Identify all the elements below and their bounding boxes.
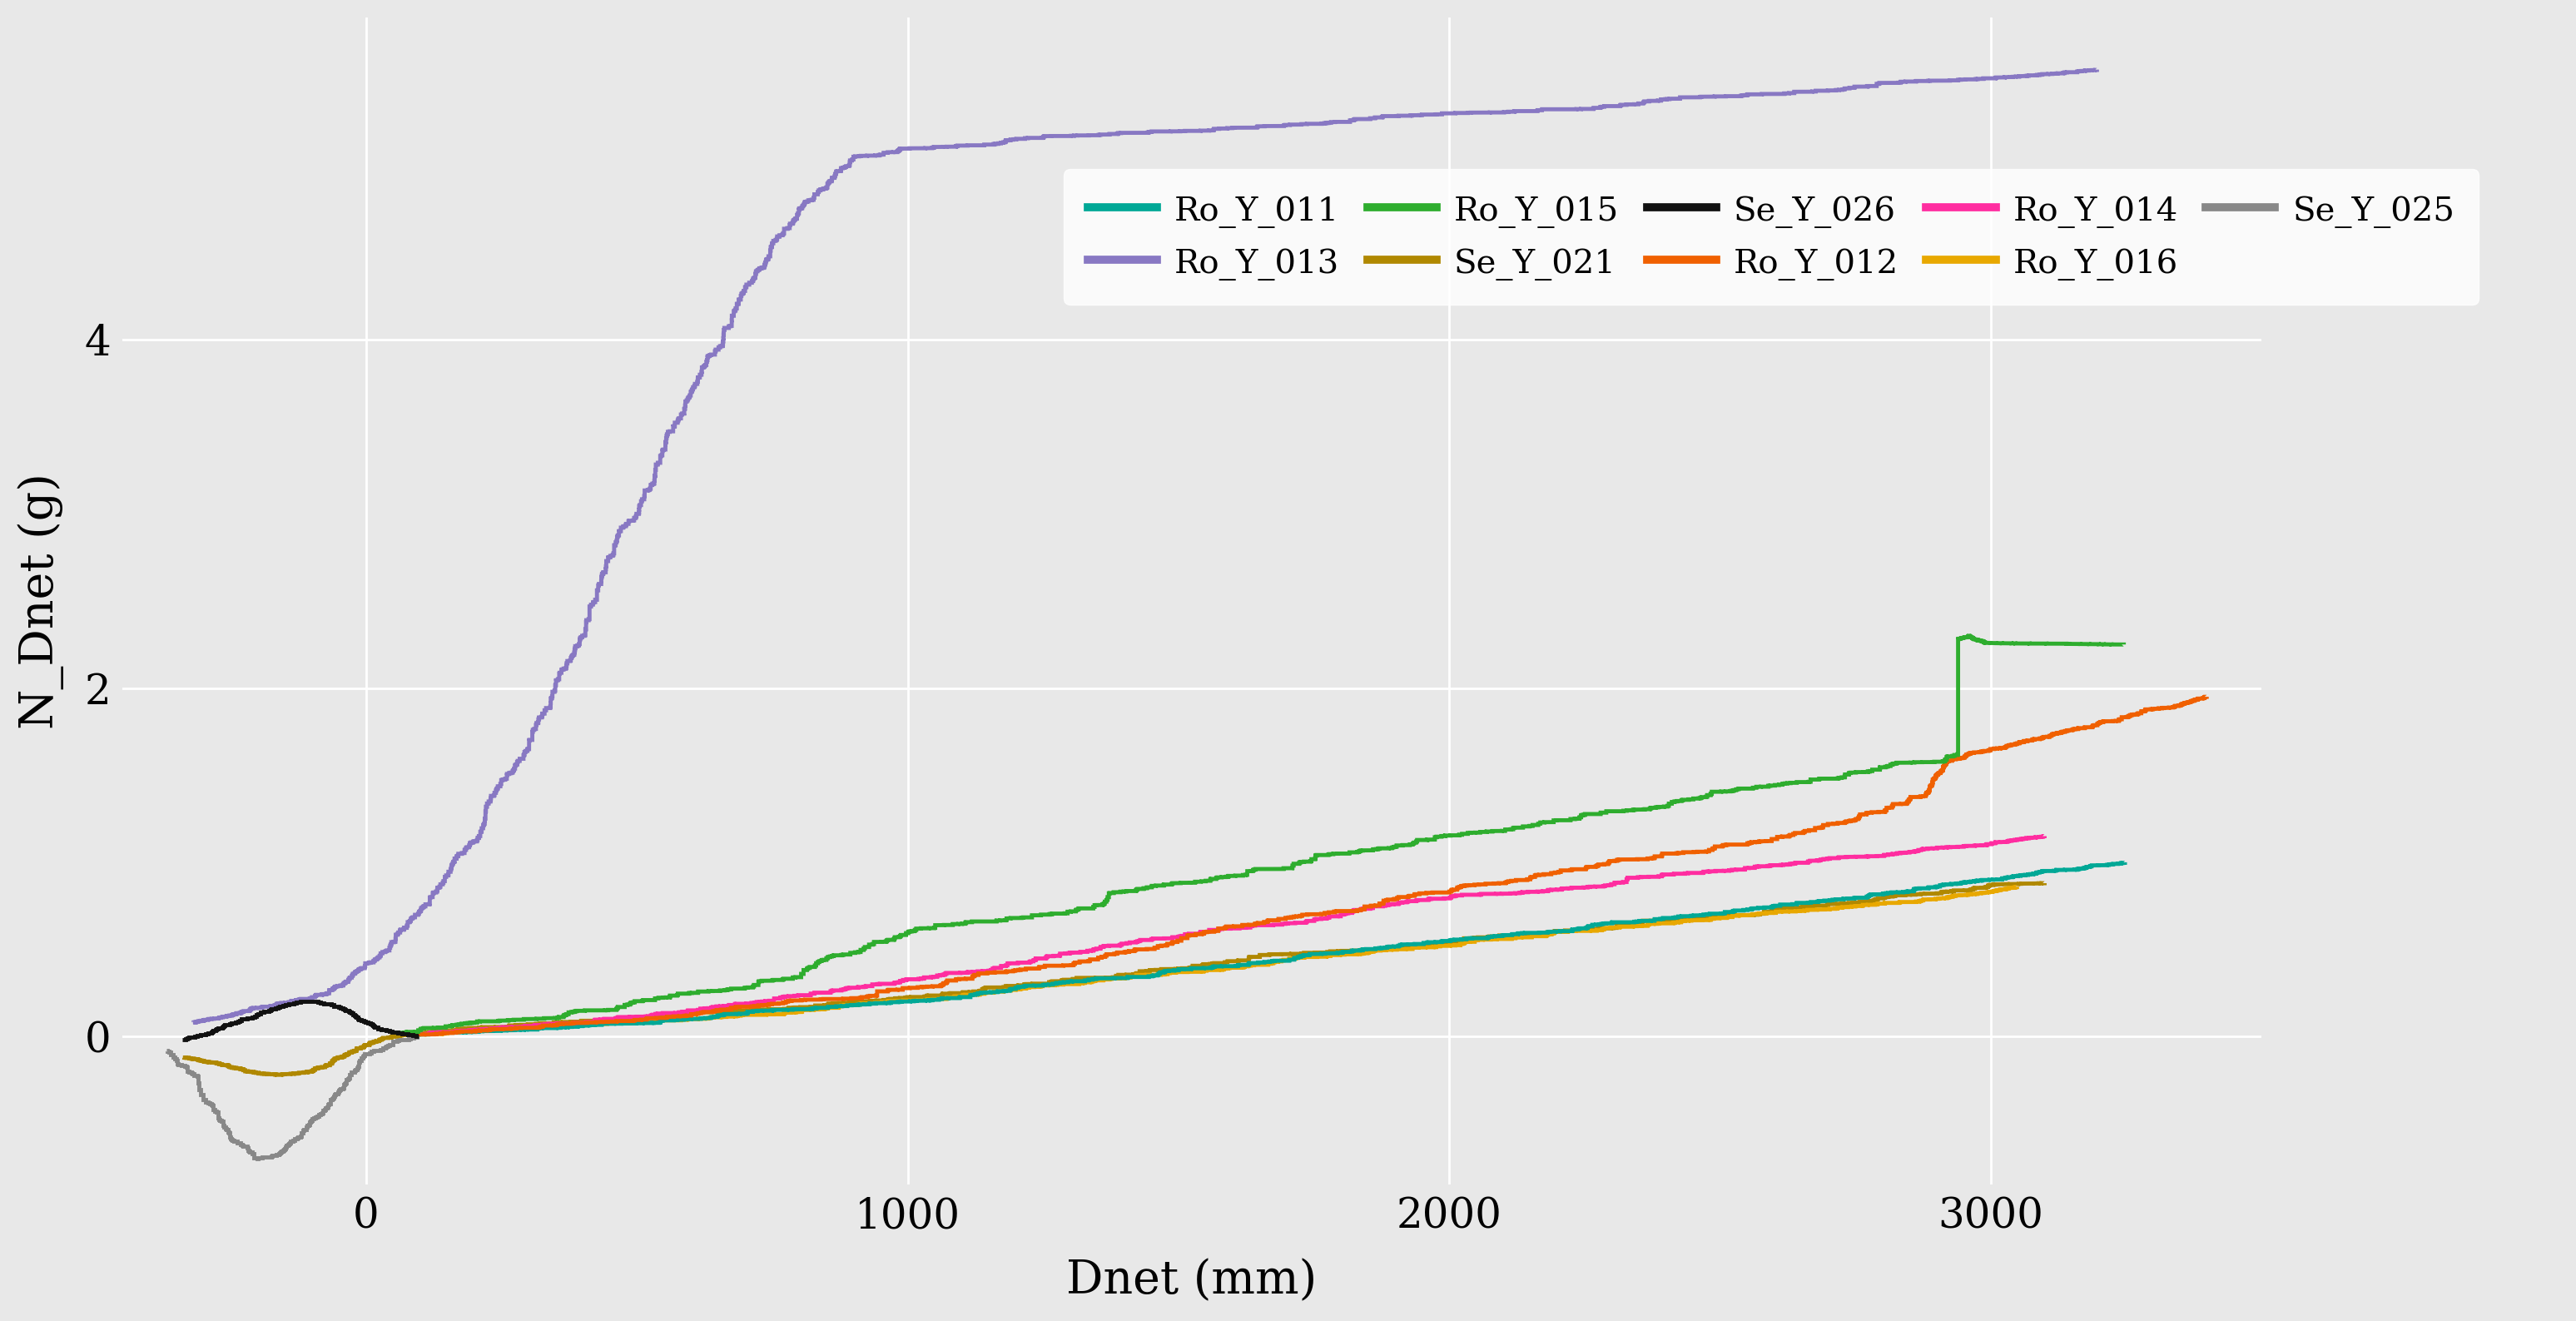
Legend: Ro_Y_011, Ro_Y_013, Ro_Y_015, Se_Y_021, Se_Y_026, Ro_Y_012, Ro_Y_014, Ro_Y_016, : Ro_Y_011, Ro_Y_013, Ro_Y_015, Se_Y_021, …	[1064, 169, 2478, 305]
X-axis label: Dnet (mm): Dnet (mm)	[1066, 1258, 1316, 1304]
Y-axis label: N_Dnet (g): N_Dnet (g)	[18, 473, 64, 729]
